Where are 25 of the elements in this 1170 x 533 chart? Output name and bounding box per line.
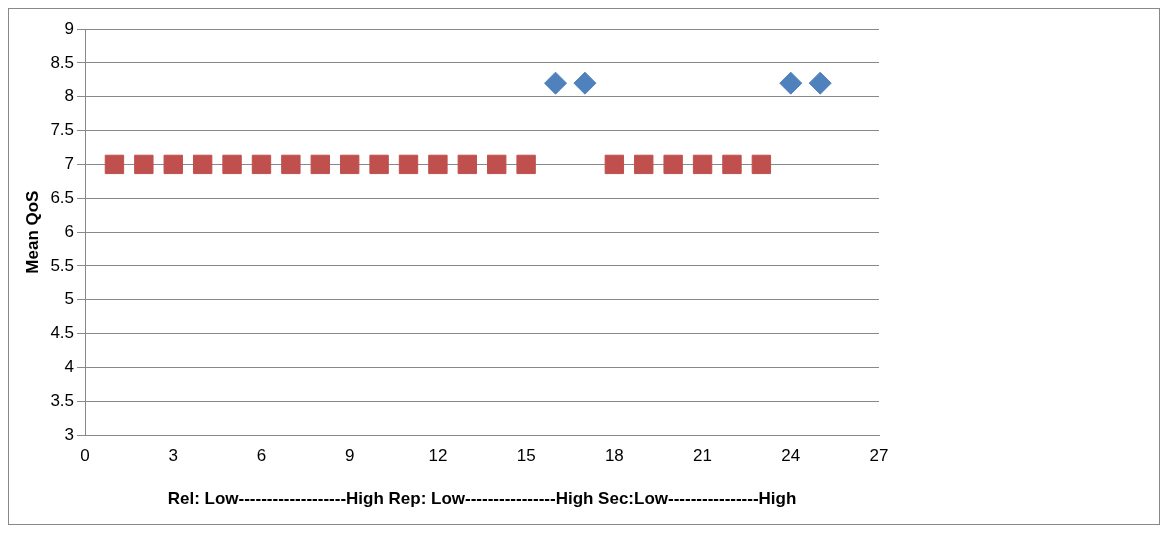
- x-tick-label: 6: [256, 446, 267, 466]
- y-tick-label: 7: [64, 154, 75, 174]
- x-tick-label: 15: [516, 446, 536, 466]
- y-tick-label: 8.5: [50, 52, 75, 72]
- y-tick-label: 7.5: [50, 120, 75, 140]
- y-tick-label: 6: [64, 221, 75, 241]
- y-tick-label: 3: [64, 424, 75, 444]
- y-tick-label: 4: [64, 357, 75, 377]
- x-tick-label: 12: [428, 446, 448, 466]
- x-tick-label: 0: [80, 446, 90, 466]
- y-tick-label: 9: [64, 18, 75, 38]
- x-tick-label: 18: [604, 446, 624, 466]
- x-tick-label: 21: [693, 446, 713, 466]
- x-tick-label: 9: [344, 446, 355, 466]
- y-tick-label: 5: [64, 289, 75, 309]
- y-axis-title: Mean QoS: [22, 190, 42, 274]
- y-tick-label: 6.5: [50, 187, 75, 207]
- y-tick-label: 3.5: [50, 391, 75, 411]
- y-tick-label: 8: [64, 86, 75, 106]
- x-tick-label: 27: [869, 446, 889, 466]
- y-tick-label: 4.5: [50, 323, 75, 343]
- x-tick-label: 3: [168, 446, 178, 466]
- y-tick-label: 5.5: [50, 255, 75, 275]
- x-tick-label: 24: [781, 446, 801, 466]
- x-axis-title: Rel: Low-------------------High Rep: Low----------------High Sec:Low----------------High: [167, 489, 797, 509]
